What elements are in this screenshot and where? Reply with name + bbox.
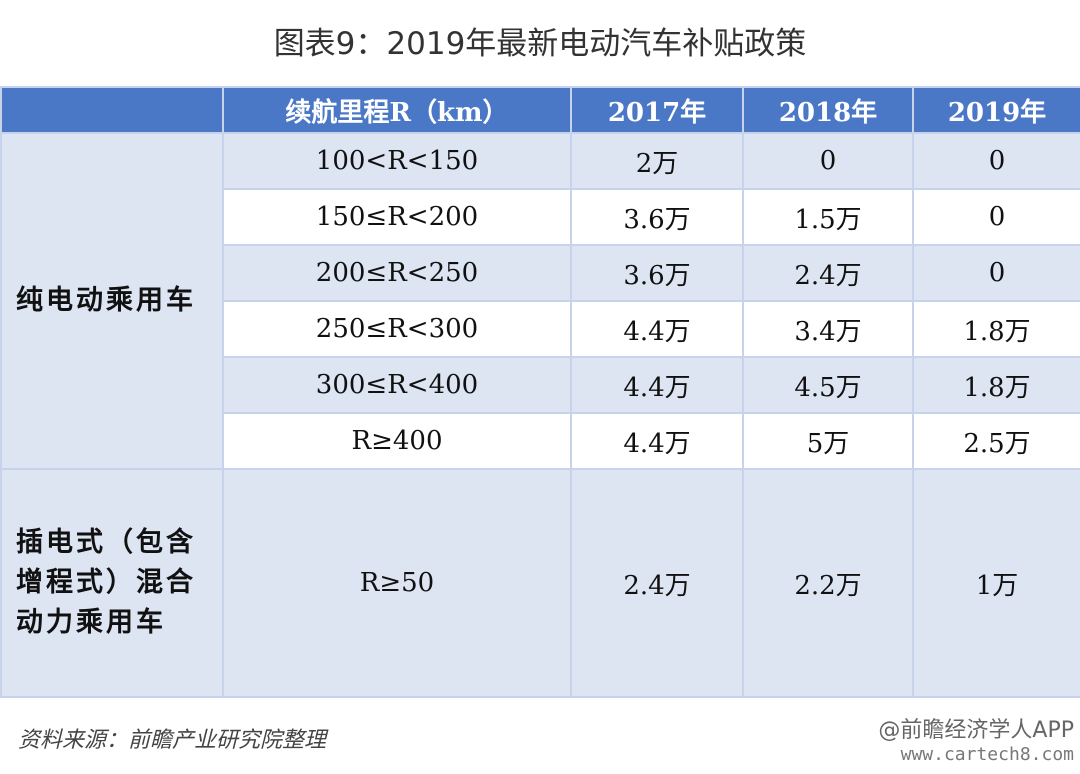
header-blank <box>0 86 224 134</box>
range-cell: 250≤R<300 <box>222 300 572 358</box>
range-cell: 300≤R<400 <box>222 356 572 414</box>
header-2019: 2019年 <box>912 86 1080 134</box>
cell-2018: 3.4万 <box>742 300 914 358</box>
category-phev: 插电式（包含增程式）混合动力乘用车 <box>0 468 224 698</box>
cell-2019: 1.8万 <box>912 356 1080 414</box>
header-2017: 2017年 <box>570 86 744 134</box>
cell-2017: 4.4万 <box>570 356 744 414</box>
cell-2019: 0 <box>912 244 1080 302</box>
cell-2019: 0 <box>912 188 1080 246</box>
table-row: 插电式（包含增程式）混合动力乘用车 R≥50 2.4万 2.2万 1万 <box>0 468 1080 698</box>
cell-2017: 4.4万 <box>570 300 744 358</box>
cell-2019: 2.5万 <box>912 412 1080 470</box>
page-title: 图表9：2019年最新电动汽车补贴政策 <box>273 26 807 62</box>
table-row: 300≤R<400 4.4万 4.5万 1.8万 <box>1 356 1080 414</box>
cell-2019: 0 <box>912 132 1080 190</box>
header-2018: 2018年 <box>742 86 914 134</box>
header-range: 续航里程R（km） <box>222 86 572 134</box>
cell-2019: 1万 <box>912 468 1080 698</box>
table-header-row: 续航里程R（km） 2017年 2018年 2019年 <box>0 86 1080 134</box>
table-row: 纯电动乘用车 100<R<150 2万 0 0 <box>0 132 1080 470</box>
source-note: 资料来源：前瞻产业研究院整理 <box>18 728 327 753</box>
cell-2018: 0 <box>742 132 914 190</box>
cell-2017: 2万 <box>570 132 744 190</box>
cell-2017: 2.4万 <box>570 468 744 698</box>
watermark-app: @前瞻经济学人APP <box>878 718 1074 743</box>
table-row: 250≤R<300 4.4万 3.4万 1.8万 <box>1 300 1080 358</box>
watermark: @前瞻经济学人APP www.cartech8.com <box>878 712 1074 765</box>
range-cell: R≥400 <box>222 412 572 470</box>
range-cell: 150≤R<200 <box>222 188 572 246</box>
cell-2018: 4.5万 <box>742 356 914 414</box>
table-row: R≥400 4.4万 5万 2.5万 <box>1 412 1080 470</box>
range-cell: 100<R<150 <box>222 132 572 190</box>
cell-2017: 3.6万 <box>570 188 744 246</box>
cell-2018: 2.4万 <box>742 244 914 302</box>
cell-2017: 4.4万 <box>570 412 744 470</box>
category-bev: 纯电动乘用车 <box>0 132 224 470</box>
cell-2018: 2.2万 <box>742 468 914 698</box>
range-cell: 200≤R<250 <box>222 244 572 302</box>
cell-2018: 5万 <box>742 412 914 470</box>
watermark-url: www.cartech8.com <box>900 744 1074 765</box>
table-row: 200≤R<250 3.6万 2.4万 0 <box>1 244 1080 302</box>
cell-2017: 3.6万 <box>570 244 744 302</box>
cell-2019: 1.8万 <box>912 300 1080 358</box>
range-cell: R≥50 <box>222 468 572 698</box>
table-row: 150≤R<200 3.6万 1.5万 0 <box>1 188 1080 246</box>
subsidy-table: 续航里程R（km） 2017年 2018年 2019年 纯电动乘用车 100<R… <box>0 86 1080 698</box>
cell-2018: 1.5万 <box>742 188 914 246</box>
